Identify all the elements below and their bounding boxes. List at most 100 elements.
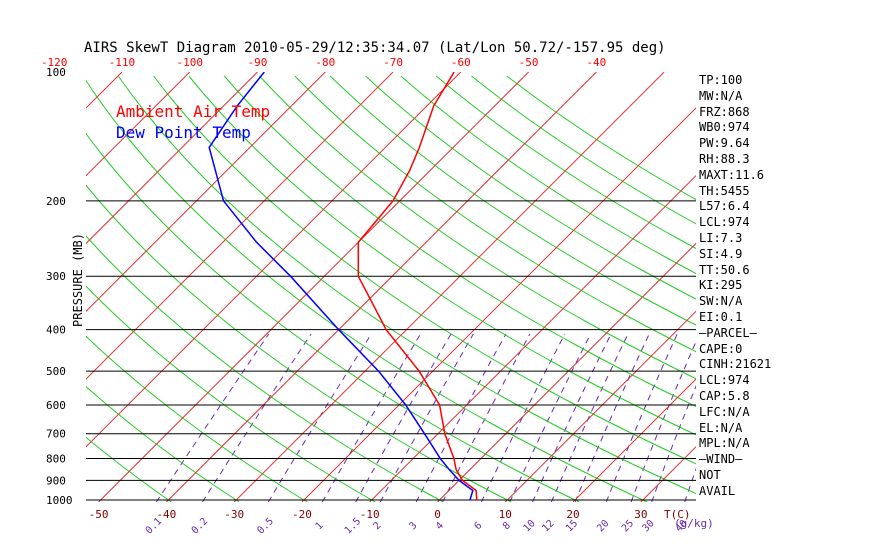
- mixing-ratio-tick-label: 0.5: [255, 516, 276, 537]
- bottom-temp-tick-label: -50: [89, 508, 109, 521]
- top-temp-tick-label: -120: [41, 56, 68, 69]
- mixing-ratio-line: [202, 333, 312, 502]
- pressure-tick-label: 700: [46, 428, 66, 441]
- legend-ambient-air-temp: Ambient Air Temp: [116, 102, 270, 121]
- pressure-tick-label: 100: [46, 66, 66, 79]
- isotherm-line: [98, 72, 529, 502]
- bottom-temp-tick-label: 20: [566, 508, 579, 521]
- mixing-ratio-line: [605, 333, 678, 502]
- top-temp-tick-label: -70: [383, 56, 403, 69]
- mixing-ratio-tick-label: 10: [521, 518, 537, 534]
- top-temp-tick-label: -60: [451, 56, 471, 69]
- mixing-ratio-line: [155, 333, 270, 502]
- isotherm-line: [86, 72, 326, 312]
- top-temp-tick-label: -110: [109, 56, 136, 69]
- index-item: LI:7.3: [699, 231, 743, 245]
- pressure-tick-label: 800: [46, 453, 66, 466]
- index-item: KI:295: [699, 278, 743, 293]
- adiabat-line: [86, 235, 444, 502]
- index-item: CAP:5.8: [699, 389, 750, 403]
- mixing-ratio-tick-label: 1: [314, 520, 326, 532]
- pressure-tick-label: 300: [46, 270, 66, 283]
- index-item: NOT: [699, 468, 721, 482]
- index-item: MPL:N/A: [699, 436, 750, 451]
- mixing-ratio-line: [321, 333, 421, 502]
- mixing-ratio-line: [267, 333, 372, 502]
- pressure-tick-label: 600: [46, 399, 66, 412]
- adiabat-line: [294, 75, 696, 353]
- mixing-ratio-line: [355, 333, 452, 502]
- adiabat-line: [329, 75, 696, 326]
- isotherm-line: [437, 242, 696, 502]
- top-temp-tick-label: -40: [586, 56, 606, 69]
- dew-point-profile: [208, 72, 474, 501]
- index-item: EL:N/A: [699, 420, 743, 435]
- legend-dew-point-temp: Dew Point Temp: [116, 123, 251, 142]
- y-axis-label: PRESSURE (MB): [71, 233, 85, 327]
- pressure-tick-label: 500: [46, 365, 66, 378]
- adiabat-line: [365, 75, 696, 300]
- pressure-tick-label: 400: [46, 324, 66, 337]
- adiabat-line: [506, 75, 696, 201]
- isotherm-line: [369, 175, 696, 502]
- index-item: AVAIL: [699, 483, 736, 498]
- bottom-temp-tick-label: 10: [499, 508, 512, 521]
- adiabat-line: [259, 75, 696, 380]
- mixing-unit-label: (g/kg): [674, 517, 714, 530]
- index-item: TT:50.6: [699, 262, 750, 277]
- index-item: TH:5455: [699, 183, 750, 198]
- adiabat-line: [86, 184, 512, 502]
- index-item: —WIND—: [699, 452, 743, 467]
- ambient-temp-profile: [357, 72, 478, 501]
- mixing-ratio-tick-label: 6: [473, 520, 485, 532]
- bottom-temp-tick-label: -30: [224, 508, 244, 521]
- index-item: MAXT:11.6: [699, 167, 765, 182]
- mixing-ratio-line: [550, 333, 629, 502]
- pressure-tick-label: 1000: [46, 494, 73, 507]
- adiabat-line: [471, 75, 696, 225]
- top-temp-tick-label: -50: [519, 56, 539, 69]
- mixing-ratio-line: [574, 333, 650, 502]
- bottom-temp-tick-label: 30: [634, 508, 647, 521]
- adiabat-line: [400, 75, 696, 275]
- mixing-ratio-line: [442, 333, 531, 502]
- index-item: LCL:974: [699, 373, 750, 388]
- adiabat-line: [86, 79, 648, 502]
- mixing-ratio-line: [509, 333, 591, 502]
- index-item: SW:N/A: [699, 294, 743, 309]
- bottom-temp-tick-label: -10: [360, 508, 380, 521]
- bottom-temp-tick-label: -40: [156, 508, 176, 521]
- bottom-temp-tick-label: 0: [434, 508, 441, 521]
- isotherm-line: [504, 310, 696, 502]
- index-item: EI:0.1: [699, 310, 743, 324]
- mixing-ratio-tick-label: 8: [501, 520, 513, 532]
- mixing-ratio-tick-label: 3: [407, 520, 419, 532]
- index-item: CINH:21621: [699, 357, 772, 372]
- isotherm-line: [301, 107, 696, 502]
- chart-title: AIRS SkewT Diagram 2010-05-29/12:35:34.0…: [84, 40, 666, 56]
- mixing-ratio-tick-label: 2: [372, 520, 384, 532]
- index-item: FRZ:868: [699, 104, 750, 119]
- adiabat-line: [86, 335, 308, 502]
- temp-unit-label: T(C): [664, 508, 691, 521]
- mixing-ratio-line: [532, 333, 612, 502]
- adiabat-line: [223, 75, 696, 407]
- isotherm-line: [86, 72, 462, 448]
- pressure-tick-label: 200: [46, 195, 66, 208]
- isotherm-line: [86, 72, 191, 177]
- index-item: WB0:974: [699, 120, 750, 135]
- index-item: CAPE:0: [699, 341, 743, 356]
- adiabat-line: [117, 75, 696, 495]
- adiabat-line: [153, 75, 696, 465]
- mixing-ratio-line: [379, 333, 474, 502]
- index-item: MW:N/A: [699, 88, 743, 103]
- pressure-tick-label: 900: [46, 474, 66, 487]
- adiabat-line: [435, 75, 696, 250]
- mixing-ratio-tick-label: 4: [434, 520, 446, 532]
- index-item: TP:100: [699, 73, 743, 87]
- isotherm-line: [233, 72, 665, 502]
- adiabat-line: [86, 385, 240, 502]
- mixing-ratio-line: [630, 340, 696, 502]
- index-item: LCL:974: [699, 215, 750, 230]
